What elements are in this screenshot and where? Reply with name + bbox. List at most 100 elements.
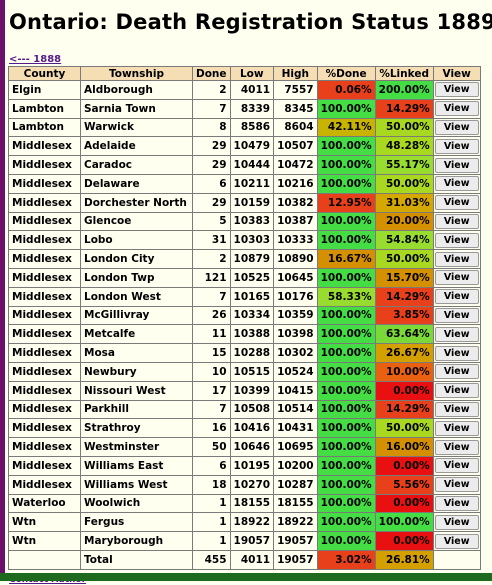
table-row: Middlesex London Twp 121 10525 10645 100.00% 1… [8,267,481,288]
view-button[interactable]: View [434,477,479,493]
high-cell: 8345 [273,98,318,119]
view-button[interactable]: View [434,383,479,399]
view-button[interactable]: View [434,439,479,455]
low-cell: 10303 [229,230,275,251]
view-button[interactable]: View [434,232,479,248]
view-button[interactable]: View [434,213,479,229]
total-pct-done: 3.02% [316,549,376,570]
view-button[interactable]: View [434,345,479,361]
view-button[interactable]: View [434,82,479,98]
view-button[interactable]: View [434,101,479,117]
pct-done-cell: 100.00% [316,531,376,551]
low-cell: 10270 [229,474,275,495]
high-cell: 19057 [273,531,318,551]
pct-done-cell: 0.06% [316,80,376,100]
header-high: High [273,66,318,81]
high-cell: 10287 [273,474,318,495]
header-county: County [8,66,81,81]
pct-linked-cell: 5.56% [374,474,434,495]
township-cell: Williams East [80,455,193,476]
view-button[interactable]: View [434,514,479,530]
township-cell: London West [80,286,193,307]
low-cell: 10399 [229,380,275,401]
low-cell: 10508 [229,399,275,420]
county-cell: Middlesex [8,249,81,269]
pct-done-cell: 100.00% [316,343,376,363]
pct-done-cell: 100.00% [316,305,376,326]
view-cell: View [432,117,481,138]
table-row: Waterloo Woolwich 1 18155 18155 100.00% 0.00% V… [8,493,481,514]
township-cell: Maryborough [80,531,193,551]
done-cell: 1 [192,531,231,551]
done-cell: 5 [192,211,231,232]
high-cell: 10333 [273,230,318,251]
view-button[interactable]: View [434,533,479,549]
pct-done-cell: 100.00% [316,173,376,194]
pct-done-cell: 100.00% [316,512,376,533]
view-button[interactable]: View [434,364,479,380]
view-button[interactable]: View [434,495,479,511]
pct-done-cell: 100.00% [316,136,376,157]
view-button[interactable]: View [434,138,479,154]
view-button[interactable]: View [434,289,479,305]
view-button[interactable]: View [434,251,479,267]
view-button[interactable]: View [434,420,479,436]
left-accent-bar [0,0,5,581]
view-button[interactable]: View [434,157,479,173]
pct-linked-cell: 48.28% [374,136,434,157]
county-cell: Middlesex [8,267,81,288]
county-cell: Middlesex [8,455,81,476]
view-cell: View [432,230,481,251]
pct-done-cell: 100.00% [316,98,376,119]
view-button[interactable]: View [434,458,479,474]
view-button[interactable]: View [434,195,479,211]
table-row: Middlesex Strathroy 16 10416 10431 100.00% 50.… [8,418,481,439]
header-done: Done [192,66,231,81]
township-cell: Glencoe [80,211,193,232]
view-button[interactable]: View [434,307,479,323]
view-button[interactable]: View [434,176,479,192]
view-button[interactable]: View [434,326,479,342]
table-row: Middlesex Westminster 50 10646 10695 100.00% 1… [8,437,481,457]
township-cell: Strathroy [80,418,193,439]
table-row: Middlesex McGillivray 26 10334 10359 100.00% 3… [8,305,481,326]
county-cell: Middlesex [8,136,81,157]
view-cell: View [432,531,481,551]
view-button[interactable]: View [434,401,479,417]
high-cell: 10359 [273,305,318,326]
view-cell: View [432,249,481,269]
county-cell: Middlesex [8,343,81,363]
done-cell: 8 [192,117,231,138]
low-cell: 10211 [229,173,275,194]
done-cell: 16 [192,418,231,439]
view-button[interactable]: View [434,119,479,135]
township-cell: Caradoc [80,155,193,175]
done-cell: 1 [192,493,231,514]
pct-linked-cell: 0.00% [374,380,434,401]
previous-year-link[interactable]: <--- 1888 [9,54,62,65]
pct-done-cell: 100.00% [316,155,376,175]
township-cell: Dorchester North [80,192,193,213]
pct-linked-cell: 3.85% [374,305,434,326]
view-cell: View [432,493,481,514]
view-cell: View [432,418,481,439]
done-cell: 10 [192,361,231,382]
county-cell: Middlesex [8,474,81,495]
view-button[interactable]: View [434,270,479,286]
table-row: Middlesex Mosa 15 10288 10302 100.00% 26.67% Vi… [8,343,481,363]
pct-done-cell: 100.00% [316,455,376,476]
pct-linked-cell: 14.29% [374,286,434,307]
pct-linked-cell: 0.00% [374,493,434,514]
pct-done-cell: 12.95% [316,192,376,213]
table-row: Middlesex London West 7 10165 10176 58.33% 14.… [8,286,481,307]
pct-linked-cell: 200.00% [374,80,434,100]
header-pct-done: %Done [316,66,376,81]
county-cell: Waterloo [8,493,81,514]
high-cell: 18155 [273,493,318,514]
pct-linked-cell: 15.70% [374,267,434,288]
page-title: Ontario: Death Registration Status 1889 [9,10,492,34]
table-row: Middlesex Dorchester North 29 10159 10382 12.… [8,192,481,213]
county-cell: Middlesex [8,286,81,307]
high-cell: 10398 [273,324,318,345]
township-cell: London Twp [80,267,193,288]
